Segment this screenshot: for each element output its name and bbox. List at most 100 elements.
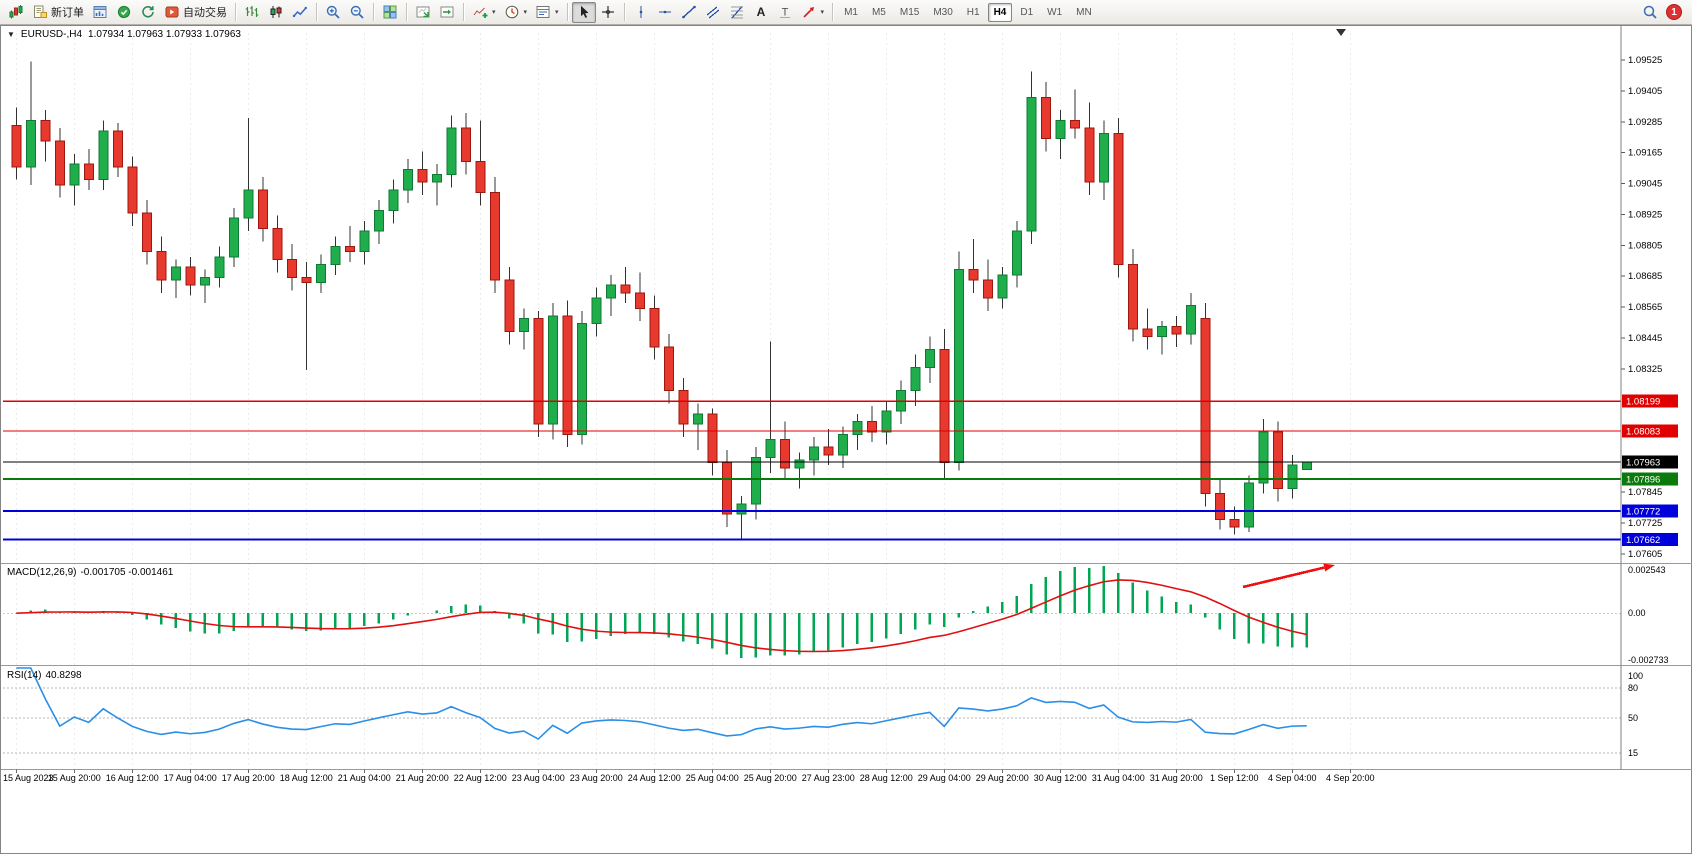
toolbar-separator [566,3,568,21]
chart-windows-button[interactable] [88,2,112,23]
candle-up [997,274,1008,299]
channel-tool-button[interactable] [701,2,725,23]
timeframe-d1-button[interactable]: D1 [1014,3,1039,22]
trendline-tool-button[interactable] [677,2,701,23]
price-axis-label: 1.09165 [1628,148,1662,159]
time-axis-label: 4 Sep 20:00 [1326,773,1375,783]
market-watch-button[interactable] [112,2,136,23]
period-list-button[interactable]: ▾ [500,2,532,23]
new-order-button[interactable]: 新订单 [28,2,88,23]
zoom-in-icon [326,5,340,19]
trend-arrow-head[interactable] [1323,563,1335,572]
fibonacci-tool-button[interactable] [725,2,749,23]
time-axis-label: 1 Sep 12:00 [1210,773,1259,783]
zoom-in-button[interactable] [321,2,345,23]
price-badge [1622,504,1678,518]
template-list-button[interactable]: ▾ [531,2,563,23]
candlestick-mode-button[interactable] [264,2,288,23]
tile-windows-button[interactable] [378,2,402,23]
timeframe-mn-button[interactable]: MN [1070,3,1098,22]
chart-shift-marker[interactable] [1336,29,1346,36]
price-axis-label: 1.07725 [1628,518,1662,529]
vertical-line-tool-button[interactable] [629,2,653,23]
rsi-scale-label: 100 [1628,671,1643,681]
label-icon: T [779,7,790,19]
candle-down [185,266,196,286]
time-axis-label: 28 Aug 12:00 [860,773,913,783]
text-tool-button[interactable]: A [749,2,773,23]
candle-down [982,279,993,299]
time-axis-label: 29 Aug 20:00 [976,773,1029,783]
search-icon [1643,5,1657,19]
price-badge [1622,455,1678,469]
charts-icon [93,6,107,18]
time-axis-label: 15 Aug 20:00 [48,773,101,783]
candle-up [692,413,703,425]
svg-text:A: A [756,5,765,19]
ohlc-readout: 1.07934 1.07963 1.07933 1.07963 [88,29,241,40]
candle-down [1113,132,1124,266]
chart-canvas[interactable]: 1.08199 1.08083 1.07963 1.07896 1.07772 1.076… [1,26,1692,854]
notification-badge[interactable]: 1 [1666,4,1682,20]
timeframe-h4-button[interactable]: H4 [987,2,1013,22]
timeframe-m15-button[interactable]: M15 [894,3,925,22]
candle-up [1026,96,1037,232]
search-button[interactable] [1638,2,1662,23]
candle-down [141,212,152,253]
price-axis-label: 1.07845 [1628,487,1662,498]
price-axis-label: 1.09285 [1628,117,1662,128]
price-badge-label: 1.07896 [1626,475,1660,486]
zoom-out-button[interactable] [345,2,369,23]
indicators-list-button[interactable]: ▾ [468,2,500,23]
price-axis-label: 1.09045 [1628,179,1662,190]
price-badge-label: 1.07662 [1626,535,1660,546]
timeframe-m5-button[interactable]: M5 [866,3,892,22]
crosshair-tool-button[interactable] [596,2,620,23]
chart-shift-button[interactable] [435,2,459,23]
symbol-period-label: EURUSD-,H4 [20,29,83,40]
candle-up [1011,230,1022,276]
bar-chart-mode-button[interactable] [240,2,264,23]
price-axis-label: 1.07605 [1628,549,1662,560]
candle-down [823,446,834,456]
trend-arrow-line[interactable] [1242,566,1325,589]
candle-down [257,189,268,230]
candle-up [765,439,776,459]
macd-scale-max: 0.002543 [1628,565,1666,575]
candle-up [446,127,457,176]
cursor-tool-button[interactable] [571,1,596,23]
candle-up [924,348,935,368]
candle-down [968,269,979,281]
chart-window[interactable]: 1.08199 1.08083 1.07963 1.07896 1.07772 1.076… [0,25,1692,854]
chart-menu-arrow-icon[interactable]: ▼ [7,30,15,39]
horizontal-line-tool-button[interactable] [653,2,677,23]
candle-up [373,210,384,232]
label-tool-button[interactable]: T [773,2,797,23]
timeframe-group: M1 M5 M15 M30 H1 H4 D1 W1 MN [837,2,1099,22]
arrows-tool-button[interactable]: ▾ [797,2,829,23]
caret-down-icon: ▾ [492,9,496,16]
timeframe-h1-button[interactable]: H1 [961,3,986,22]
candle-down [11,125,22,168]
macd-signal-line [16,579,1307,653]
time-axis-label: 4 Sep 04:00 [1268,773,1317,783]
timeframe-m1-button[interactable]: M1 [838,3,864,22]
timeframe-w1-button[interactable]: W1 [1041,3,1068,22]
candle-down [112,130,123,168]
candle-up [431,174,442,183]
macd-scale-zero: 0.00 [1628,608,1646,618]
refresh-button[interactable] [136,2,160,23]
new-chart-button[interactable] [4,2,28,23]
autotrading-button[interactable]: 自动交易 [160,2,231,23]
candle-up [605,284,616,299]
candle-up [388,189,399,212]
line-chart-mode-button[interactable] [288,2,312,23]
candle-up [402,168,413,191]
timeframe-m30-button[interactable]: M30 [927,3,958,22]
price-axis-label: 1.08805 [1628,240,1662,251]
candle-down [1171,325,1182,335]
toolbar: 新订单 自动交易 ▾ ▾ ▾ A T ▾ M1 M5 M15 M30 H1 H4 D1 W1 MN 1 [0,0,1692,25]
bars-icon [245,6,259,17]
new-order-icon [34,5,47,18]
auto-scroll-button[interactable] [411,2,435,23]
